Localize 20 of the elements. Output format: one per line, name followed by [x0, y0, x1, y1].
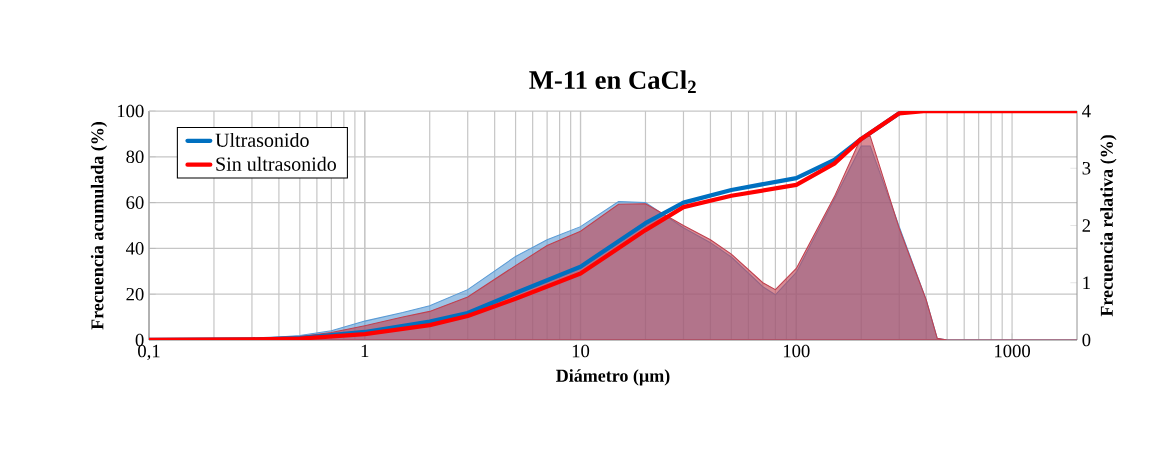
y-tick-label: 40: [125, 242, 144, 255]
legend-label: Ultrasonido: [215, 132, 309, 147]
x-tick-label: 1000: [995, 344, 1031, 358]
y2-tick-label: 4: [1082, 104, 1091, 118]
y-axis-title: Frecuencia acumulada (%): [90, 121, 108, 330]
chart-title: M-11 en CaCl$_{2}$: [529, 70, 696, 93]
legend-label: Sin ultrasonido: [216, 156, 336, 171]
x-axis-title: Diámetro (µm): [556, 369, 670, 386]
x-tick-label: 10: [572, 344, 590, 358]
y-tick-label: 80: [126, 150, 144, 164]
y2-tick-label: 2: [1082, 219, 1091, 232]
y2-tick-label: 0: [1082, 333, 1091, 347]
y-tick-label: 60: [126, 196, 144, 209]
y-tick-label: 100: [117, 104, 144, 118]
y-tick-label: 20: [126, 287, 144, 301]
x-tick-label: 100: [783, 344, 810, 358]
y2-tick-label: 1: [1083, 276, 1090, 289]
x-tick-label: 1: [361, 344, 369, 358]
y2-tick-label: 3: [1082, 161, 1091, 175]
y2-axis-title: Frecuencia relativa (%): [1100, 135, 1117, 317]
